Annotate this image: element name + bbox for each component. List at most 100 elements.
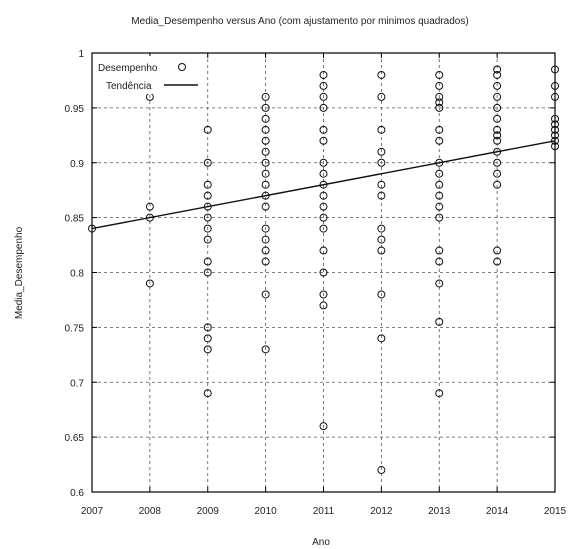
trend-line — [91, 140, 556, 230]
data-point — [203, 224, 212, 233]
data-point — [435, 70, 444, 79]
x-tick-label: 2008 — [139, 506, 162, 517]
data-point — [261, 191, 270, 200]
data-point — [377, 334, 386, 343]
data-point — [377, 180, 386, 189]
data-point — [551, 114, 559, 123]
data-point — [319, 224, 328, 233]
data-point — [493, 136, 502, 145]
data-point — [319, 169, 328, 178]
data-point — [377, 191, 386, 200]
data-point — [493, 65, 502, 74]
y-tick-label: 0.65 — [65, 433, 85, 444]
data-point — [493, 158, 502, 167]
data-point — [261, 224, 270, 233]
data-point — [377, 224, 386, 233]
data-point — [435, 136, 444, 145]
data-point — [493, 81, 502, 90]
data-point — [435, 125, 444, 134]
data-point — [261, 158, 270, 167]
data-point — [319, 191, 328, 200]
data-point — [493, 147, 502, 156]
data-point — [203, 191, 212, 200]
ticks-layer: 2007 2008 2009 2010 2011 2012 2013 2014 2015 0.6 0… — [65, 49, 567, 517]
data-point — [493, 103, 502, 112]
data-point — [261, 92, 270, 101]
data-point — [551, 92, 559, 101]
data-point — [319, 202, 328, 211]
legend-marker-desempenho — [178, 63, 186, 71]
data-point — [377, 158, 386, 167]
data-point — [435, 213, 444, 222]
data-point — [435, 98, 444, 107]
data-point — [551, 65, 559, 74]
data-point — [551, 142, 559, 151]
data-point — [145, 279, 154, 288]
data-point — [203, 345, 212, 354]
grid-layer — [92, 53, 555, 492]
y-axis-label: Media_Desempenho — [14, 226, 25, 319]
data-point — [435, 202, 444, 211]
x-tick-label: 2011 — [313, 506, 335, 517]
x-tick-label: 2009 — [197, 506, 220, 517]
data-point — [319, 92, 328, 101]
data-point — [551, 81, 559, 90]
data-point — [203, 180, 212, 189]
data-point — [435, 317, 444, 326]
data-point — [551, 131, 559, 140]
data-point — [493, 180, 502, 189]
trend-layer — [91, 140, 556, 230]
data-point — [493, 246, 502, 255]
data-point — [203, 125, 212, 134]
data-point — [319, 213, 328, 222]
x-tick-label: 2010 — [255, 506, 278, 517]
y-tick-label: 0.85 — [65, 214, 85, 225]
data-point — [377, 290, 386, 299]
data-point — [319, 70, 328, 79]
data-point — [319, 136, 328, 145]
y-tick-label: 0.6 — [70, 488, 84, 499]
data-point — [493, 92, 502, 101]
data-point — [203, 213, 212, 222]
x-tick-label: 2012 — [370, 506, 393, 517]
y-tick-label: 0.7 — [70, 378, 84, 389]
data-point — [377, 70, 386, 79]
data-point — [493, 131, 502, 140]
data-point — [319, 246, 328, 255]
data-point — [319, 81, 328, 90]
data-point — [435, 246, 444, 255]
data-point — [435, 92, 444, 101]
data-point — [377, 246, 386, 255]
data-point — [493, 70, 502, 79]
data-point — [551, 120, 559, 129]
data-point — [551, 136, 559, 145]
data-point — [377, 147, 386, 156]
data-point — [203, 389, 212, 398]
data-point — [261, 202, 270, 211]
data-point — [145, 213, 154, 222]
x-tick-label: 2007 — [81, 506, 104, 517]
data-point — [435, 279, 444, 288]
data-point — [319, 422, 328, 431]
data-point — [319, 158, 328, 167]
data-point — [435, 103, 444, 112]
data-point — [261, 180, 270, 189]
data-point — [377, 92, 386, 101]
y-tick-label: 1 — [78, 49, 84, 60]
data-point — [203, 334, 212, 343]
data-point — [261, 257, 270, 266]
y-tick-label: 0.95 — [65, 104, 85, 115]
points-layer — [88, 65, 559, 475]
data-point — [493, 125, 502, 134]
data-point — [551, 125, 559, 134]
data-point — [435, 180, 444, 189]
data-point — [261, 125, 270, 134]
data-point — [261, 290, 270, 299]
data-point — [377, 125, 386, 134]
y-tick-label: 0.75 — [65, 323, 85, 334]
data-point — [261, 169, 270, 178]
data-point — [377, 466, 386, 475]
data-point — [203, 158, 212, 167]
data-point — [435, 389, 444, 398]
